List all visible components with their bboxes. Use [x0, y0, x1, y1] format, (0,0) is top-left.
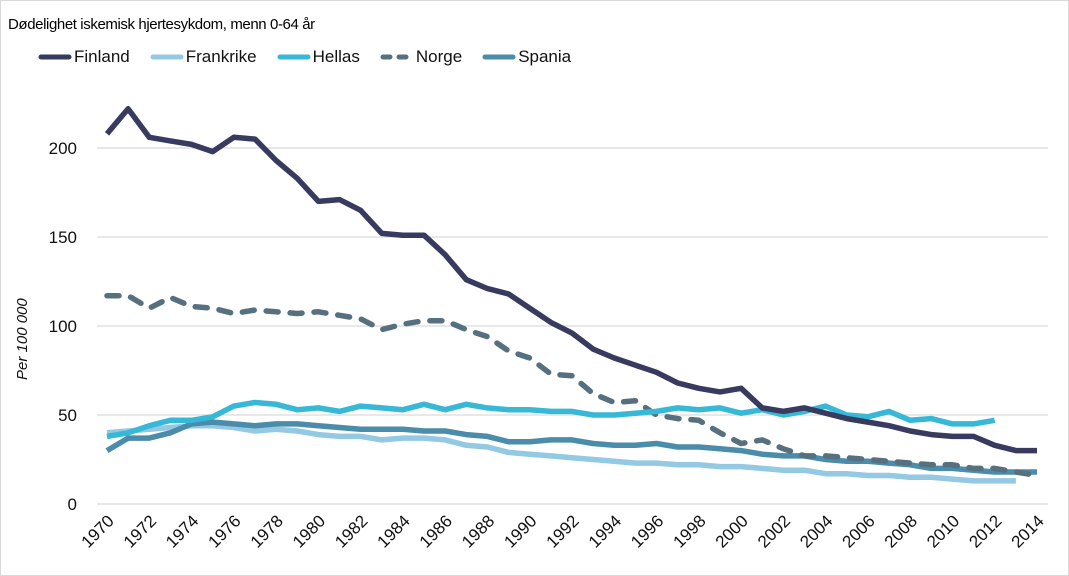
series-lines [104, 106, 1040, 484]
y-axis-ticks: 0 50 100 150 200 [49, 139, 77, 514]
legend-swatch-hellas [277, 54, 311, 60]
legend-label-frankrike: Frankrike [185, 47, 257, 66]
legend-item-finland[interactable]: Finland [38, 46, 130, 68]
legend-swatch-spania [482, 54, 516, 60]
y-tick-label: 0 [68, 495, 77, 514]
x-tick-label: 2008 [881, 511, 921, 551]
x-tick-label: 2000 [712, 511, 752, 551]
y-tick-label: 150 [49, 228, 77, 247]
legend-swatch-finland [38, 54, 72, 60]
series-line-frankrike [106, 422, 1016, 484]
x-tick-label: 1982 [331, 511, 371, 551]
x-tick-label: 1974 [162, 511, 202, 551]
series-line-finland [104, 106, 1037, 454]
x-tick-label: 1978 [247, 511, 287, 551]
y-tick-label: 100 [49, 317, 77, 336]
x-tick-label: 1980 [289, 511, 329, 551]
legend-item-spania[interactable]: Spania [482, 46, 571, 68]
legend-swatch-norge [380, 54, 414, 60]
legend-item-hellas[interactable]: Hellas [277, 46, 360, 68]
x-tick-label: 1992 [543, 511, 583, 551]
gridlines [97, 147, 1048, 505]
x-tick-label: 2012 [965, 511, 1005, 551]
x-tick-label: 1990 [500, 511, 540, 551]
legend-label-finland: Finland [74, 47, 130, 66]
x-tick-label: 1996 [627, 511, 667, 551]
x-tick-label: 2010 [923, 511, 963, 551]
x-tick-label: 1988 [458, 511, 498, 551]
legend-label-hellas: Hellas [312, 47, 360, 66]
x-tick-label: 1972 [120, 511, 160, 551]
x-tick-label: 1970 [78, 511, 118, 551]
x-tick-label: 2006 [839, 511, 879, 551]
x-axis-ticks: 1970 1972 1974 1976 1978 1980 1982 1984 1986 1988… [78, 511, 1048, 551]
x-tick-label: 1994 [585, 511, 625, 551]
series-line-hellas [106, 399, 996, 440]
y-axis-label: Per 100 000 [14, 298, 31, 380]
x-tick-label: 2004 [796, 511, 836, 551]
y-tick-label: 200 [49, 139, 77, 158]
series-line-norge [104, 292, 1040, 479]
x-tick-label: 2002 [754, 511, 794, 551]
y-tick-label: 50 [58, 406, 77, 425]
legend-label-norge: Norge [415, 47, 463, 66]
legend: Finland Frankrike Hellas Norge Spania [38, 46, 591, 68]
legend-swatch-frankrike [150, 54, 184, 60]
legend-item-frankrike[interactable]: Frankrike [150, 46, 257, 68]
x-tick-label: 1976 [204, 511, 244, 551]
legend-item-norge[interactable]: Norge [380, 46, 462, 68]
x-tick-label: 2014 [1008, 511, 1048, 551]
x-tick-label: 1984 [374, 511, 414, 551]
x-tick-label: 1986 [416, 511, 456, 551]
chart-title: Dødelighet iskemisk hjertesykdom, menn 0… [8, 16, 315, 33]
x-tick-label: 1998 [669, 511, 709, 551]
legend-label-spania: Spania [518, 47, 572, 66]
